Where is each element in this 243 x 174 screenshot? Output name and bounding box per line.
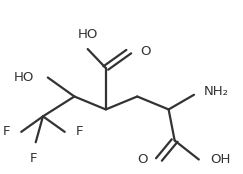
Text: NH₂: NH₂ bbox=[204, 85, 229, 98]
Text: O: O bbox=[140, 45, 151, 58]
Text: F: F bbox=[30, 152, 37, 165]
Text: F: F bbox=[76, 125, 83, 138]
Text: O: O bbox=[137, 153, 147, 166]
Text: OH: OH bbox=[210, 153, 231, 166]
Text: HO: HO bbox=[78, 28, 98, 41]
Text: F: F bbox=[3, 125, 10, 138]
Text: HO: HO bbox=[14, 71, 35, 84]
